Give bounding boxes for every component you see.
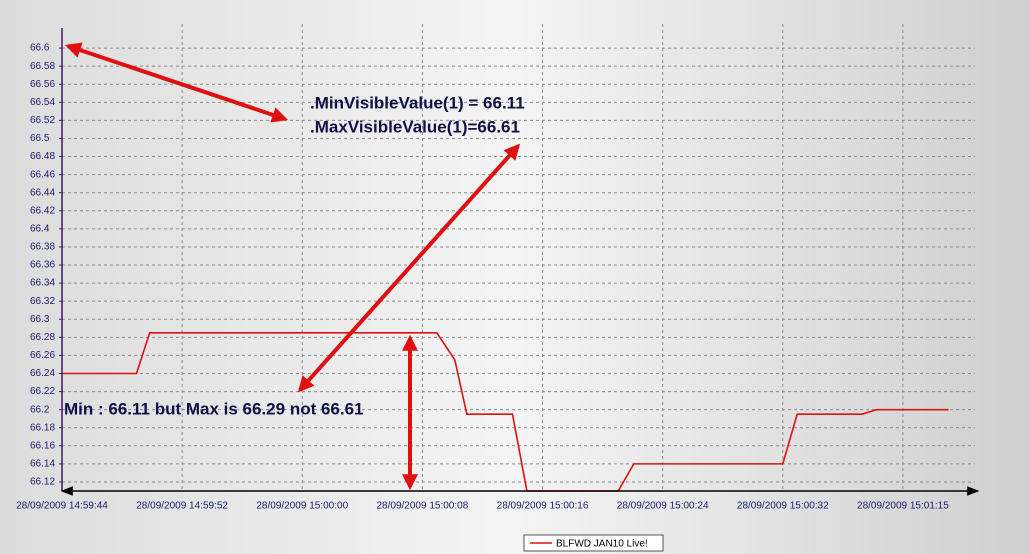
y-tick-label: 66.54	[30, 97, 55, 108]
y-tick-label: 66.34	[30, 278, 55, 289]
y-tick-label: 66.28	[30, 332, 55, 343]
legend-label: BLFWD JAN10 Live!	[556, 539, 648, 550]
y-tick-label: 66.46	[30, 169, 55, 180]
y-tick-label: 66.36	[30, 260, 55, 271]
y-tick-label: 66.2	[30, 404, 50, 415]
x-tick-label: 28/09/2009 15:00:08	[377, 501, 469, 512]
arrow	[64, 42, 289, 123]
y-tick-label: 66.44	[30, 187, 55, 198]
legend	[523, 534, 664, 552]
x-tick-label: 28/09/2009 15:00:32	[737, 501, 829, 512]
y-tick-label: 66.52	[30, 115, 55, 126]
y-tick-label: 66.58	[30, 61, 55, 72]
annotation: Min : 66.11 but Max is 66.29 not 66.61	[64, 399, 364, 418]
annotation: .MaxVisibleValue(1)=66.61	[310, 117, 520, 136]
y-tick-label: 66.56	[30, 79, 55, 90]
y-tick-label: 66.38	[30, 242, 55, 253]
x-tick-label: 28/09/2009 15:00:24	[617, 501, 709, 512]
y-tick-label: 66.16	[30, 440, 55, 451]
y-tick-label: 66.3	[30, 314, 50, 325]
y-tick-label: 66.12	[30, 477, 55, 488]
x-tick-label: 28/09/2009 14:59:52	[136, 501, 228, 512]
x-tick-label: 28/09/2009 14:59:44	[16, 501, 108, 512]
y-tick-label: 66.26	[30, 350, 55, 361]
annotation: .MinVisibleValue(1) = 66.11	[310, 93, 525, 112]
y-tick-label: 66.6	[30, 43, 50, 54]
y-tick-label: 66.4	[30, 224, 50, 235]
y-tick-label: 66.14	[30, 459, 55, 470]
y-tick-label: 66.42	[30, 205, 55, 216]
y-tick-label: 66.48	[30, 151, 55, 162]
y-tick-label: 66.24	[30, 368, 55, 379]
y-tick-label: 66.32	[30, 296, 55, 307]
annotation-arrows	[64, 42, 521, 491]
x-tick-label: 28/09/2009 15:00:00	[256, 501, 348, 512]
arrow	[297, 143, 521, 393]
y-tick-label: 66.18	[30, 422, 55, 433]
y-tick-label: 66.22	[30, 386, 55, 397]
x-tick-label: 28/09/2009 15:00:16	[497, 501, 589, 512]
y-tick-label: 66.5	[30, 133, 50, 144]
x-tick-label: 28/09/2009 15:01:15	[857, 501, 949, 512]
